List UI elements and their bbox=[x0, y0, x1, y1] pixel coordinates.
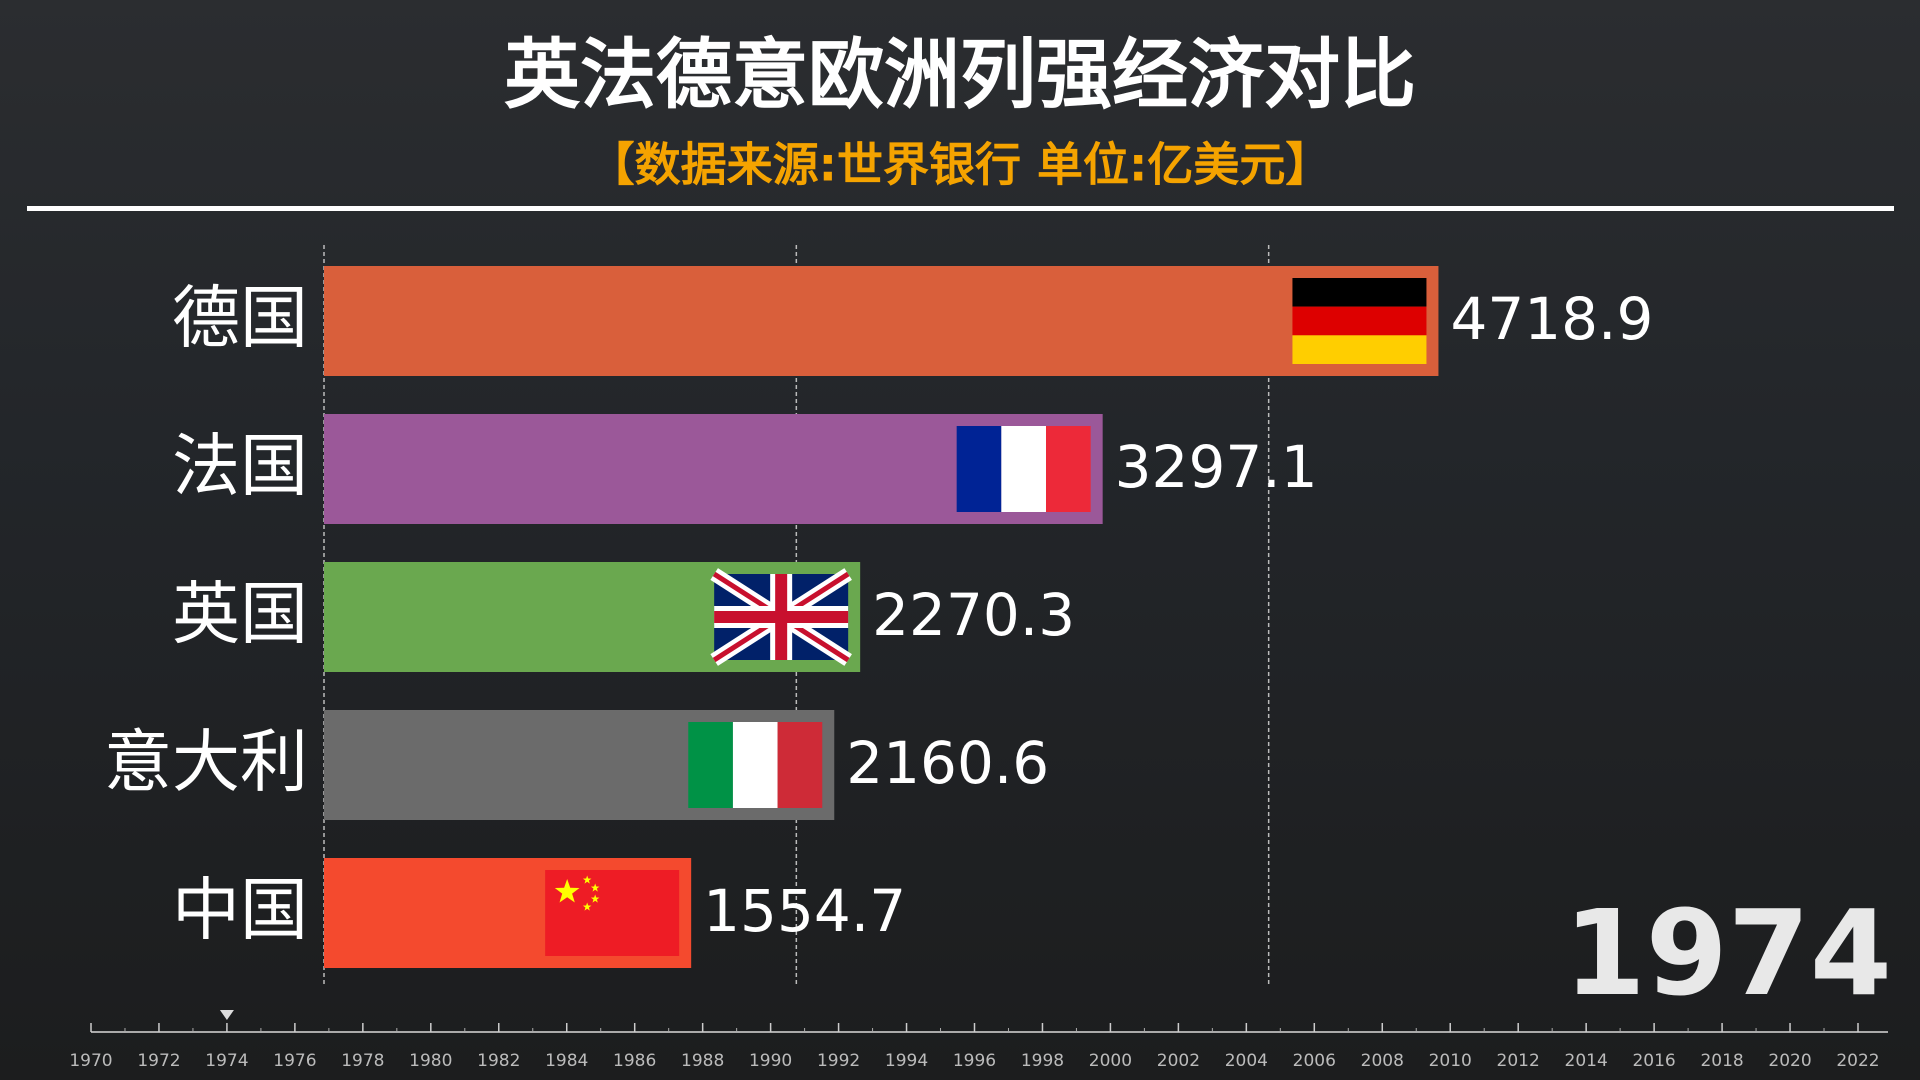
timeline-label: 2008 bbox=[1361, 1051, 1404, 1071]
timeline-label: 2014 bbox=[1565, 1051, 1608, 1071]
timeline-label: 2022 bbox=[1836, 1051, 1879, 1071]
flag-stripe bbox=[732, 722, 778, 808]
flag bbox=[545, 870, 680, 956]
timeline-label: 1984 bbox=[545, 1051, 588, 1071]
flag bbox=[688, 722, 823, 808]
flag-star bbox=[554, 879, 580, 903]
flag-star bbox=[590, 883, 600, 892]
flag bbox=[956, 426, 1091, 512]
chart-subtitle: 【数据来源:世界银行 单位:亿美元】 bbox=[589, 138, 1332, 192]
current-year: 1974 bbox=[1564, 884, 1892, 1022]
flag-stripe bbox=[1001, 426, 1046, 512]
category-label: 法国 bbox=[172, 428, 308, 507]
timeline-label: 1972 bbox=[137, 1051, 180, 1071]
timeline-marker bbox=[219, 1010, 234, 1020]
timeline-label: 2002 bbox=[1157, 1051, 1200, 1071]
flag-star bbox=[582, 902, 592, 911]
flag-stripe bbox=[1292, 306, 1427, 336]
timeline-label: 1976 bbox=[273, 1051, 316, 1071]
timeline-label: 1994 bbox=[885, 1051, 928, 1071]
timeline-label: 1990 bbox=[749, 1051, 792, 1071]
category-label: 中国 bbox=[172, 872, 308, 951]
flag bbox=[1292, 278, 1427, 364]
flag-star bbox=[590, 894, 600, 903]
value-label: 2160.6 bbox=[846, 729, 1049, 797]
timeline-label: 2018 bbox=[1700, 1051, 1743, 1071]
title-divider bbox=[27, 206, 1894, 211]
flag bbox=[710, 568, 852, 666]
timeline-label: 1974 bbox=[205, 1051, 248, 1071]
flag-stripe bbox=[777, 722, 823, 808]
timeline-label: 1998 bbox=[1021, 1051, 1064, 1071]
timeline-label: 1986 bbox=[613, 1051, 656, 1071]
flag-star bbox=[582, 875, 592, 884]
flag-field bbox=[545, 870, 680, 956]
timeline-label: 2016 bbox=[1632, 1051, 1675, 1071]
flag-stripe bbox=[1045, 426, 1091, 512]
flag-cross-red bbox=[714, 574, 849, 660]
timeline-label: 2020 bbox=[1768, 1051, 1811, 1071]
timeline-label: 1996 bbox=[953, 1051, 996, 1071]
value-label: 3297.1 bbox=[1115, 433, 1318, 501]
timeline-label: 1982 bbox=[477, 1051, 520, 1071]
flag-stripe bbox=[688, 722, 733, 808]
timeline-label: 1980 bbox=[409, 1051, 452, 1071]
timeline-label: 2000 bbox=[1089, 1051, 1132, 1071]
flag-stripe bbox=[1292, 278, 1427, 307]
category-label: 德国 bbox=[172, 280, 308, 359]
timeline-label: 1992 bbox=[817, 1051, 860, 1071]
category-label: 英国 bbox=[172, 576, 308, 655]
timeline-label: 1978 bbox=[341, 1051, 384, 1071]
flag-stripe bbox=[956, 426, 1002, 512]
flag-stripe bbox=[1292, 335, 1427, 364]
value-label: 1554.7 bbox=[703, 877, 906, 945]
value-label: 4718.9 bbox=[1450, 285, 1653, 353]
value-label: 2270.3 bbox=[872, 581, 1075, 649]
timeline-label: 2010 bbox=[1429, 1051, 1472, 1071]
chart-title: 英法德意欧洲列强经济对比 bbox=[504, 30, 1416, 119]
timeline-label: 2006 bbox=[1293, 1051, 1336, 1071]
timeline-label: 2004 bbox=[1225, 1051, 1268, 1071]
timeline-label: 1970 bbox=[69, 1051, 112, 1071]
bar bbox=[324, 266, 1439, 376]
timeline-label: 1988 bbox=[681, 1051, 724, 1071]
timeline-label: 2012 bbox=[1497, 1051, 1540, 1071]
category-label: 意大利 bbox=[104, 724, 308, 803]
